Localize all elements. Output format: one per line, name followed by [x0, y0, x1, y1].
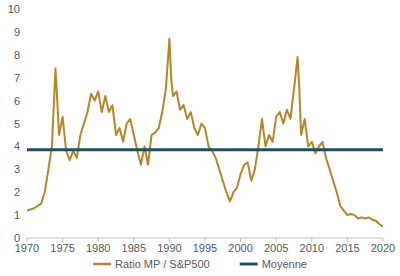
legend-label: Moyenne [262, 258, 307, 270]
y-tick-label: 3 [14, 163, 20, 175]
x-tick-label: 1995 [193, 242, 217, 254]
y-tick-label: 5 [14, 118, 20, 130]
x-tick-label: 1970 [15, 242, 39, 254]
x-tick-label: 2015 [335, 242, 359, 254]
plot-marks [27, 39, 383, 227]
y-tick-label: 8 [14, 49, 20, 61]
y-tick-label: 10 [8, 3, 20, 15]
ratio-line [27, 39, 383, 227]
x-tick-label: 2020 [371, 242, 395, 254]
y-tick-label: 6 [14, 95, 20, 107]
y-tick-label: 4 [14, 140, 20, 152]
legend-label: Ratio MP / S&P500 [115, 258, 210, 270]
legend-swatch [240, 263, 258, 266]
legend-item: Moyenne [240, 258, 307, 270]
y-tick-label: 1 [14, 209, 20, 221]
legend: Ratio MP / S&P500 Moyenne [93, 258, 307, 270]
y-tick-label: 2 [14, 186, 20, 198]
x-tick-label: 1980 [86, 242, 110, 254]
legend-item: Ratio MP / S&P500 [93, 258, 210, 270]
legend-swatch [93, 263, 111, 266]
x-tick-label: 1985 [122, 242, 146, 254]
x-tick-label: 1990 [157, 242, 181, 254]
chart: 0123456789101970197519801985199019952000… [0, 0, 400, 276]
y-tick-label: 7 [14, 72, 20, 84]
x-tick-label: 2005 [264, 242, 288, 254]
mean-line [27, 148, 383, 151]
x-tick-label: 2000 [228, 242, 252, 254]
x-tick-label: 1975 [50, 242, 74, 254]
y-tick-label: 9 [14, 26, 20, 38]
x-tick-label: 2010 [300, 242, 324, 254]
